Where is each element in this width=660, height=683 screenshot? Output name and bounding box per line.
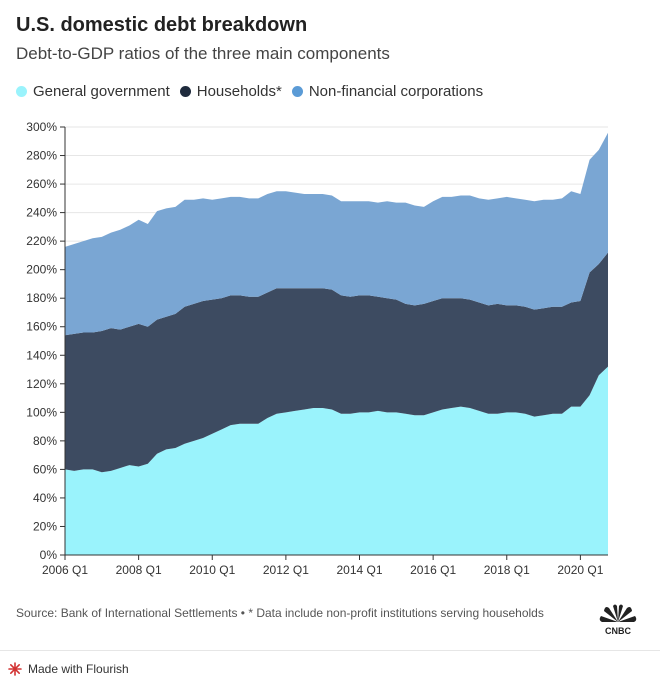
legend-label-households: Households* [196,83,282,100]
legend-item-households[interactable]: Households* [179,83,282,100]
chart-subtitle: Debt-to-GDP ratios of the three main com… [16,44,390,63]
area-layers [65,132,608,555]
y-tick-label: 280% [26,149,57,163]
area-government[interactable] [65,366,608,555]
x-tick-label: 2012 Q1 [263,563,309,577]
stacked-area-chart: 0% 20% 40% 60% 80% 100% 120% 140% 160% 180% 200% 22… [26,120,608,577]
y-tick-label: 200% [26,263,57,277]
area-corporations[interactable] [65,132,608,336]
y-tick-label: 140% [26,348,57,362]
flourish-logo-icon [8,662,22,676]
y-tick-label: 260% [26,177,57,191]
legend: General government Households* Non-finan… [16,83,493,100]
legend-label-corporations: Non-financial corporations [308,83,484,100]
y-tick-label: 20% [33,519,57,533]
x-tick-label: 2020 Q1 [557,563,603,577]
x-tick-label: 2006 Q1 [42,563,88,577]
source-note: Source: Bank of International Settlement… [16,606,544,620]
y-tick-label: 220% [26,234,57,248]
y-tick-label: 120% [26,377,57,391]
cnbc-logo-icon: CNBC [599,604,637,636]
y-tick-label: 160% [26,320,57,334]
cnbc-logo-text: CNBC [605,626,631,636]
y-tick-label: 60% [33,462,57,476]
flourish-credit[interactable]: Made with Flourish [8,662,129,676]
y-tick-label: 300% [26,120,57,134]
y-tick-label: 40% [33,491,57,505]
x-tick-label: 2016 Q1 [410,563,456,577]
legend-swatch-government [16,86,27,97]
legend-swatch-corporations [291,86,303,97]
y-tick-label: 100% [26,405,57,419]
y-tick-label: 180% [26,291,57,305]
area-households[interactable] [65,252,608,473]
y-tick-label: 0% [40,548,58,562]
x-tick-label: 2008 Q1 [116,563,162,577]
legend-swatch-households [179,86,191,97]
y-tick-label: 80% [33,434,57,448]
x-tick-label: 2010 Q1 [189,563,235,577]
footer-divider [0,650,660,651]
y-tick-label: 240% [26,206,57,220]
x-tick-label: 2018 Q1 [484,563,530,577]
legend-item-government[interactable]: General government [16,83,170,100]
chart-title: U.S. domestic debt breakdown [16,14,308,36]
flourish-credit-label: Made with Flourish [28,662,129,676]
x-tick-label: 2014 Q1 [336,563,382,577]
legend-label-government: General government [33,83,170,100]
axes: 0% 20% 40% 60% 80% 100% 120% 140% 160% 180% 200% 22… [26,120,608,577]
legend-item-corporations[interactable]: Non-financial corporations [291,83,484,100]
